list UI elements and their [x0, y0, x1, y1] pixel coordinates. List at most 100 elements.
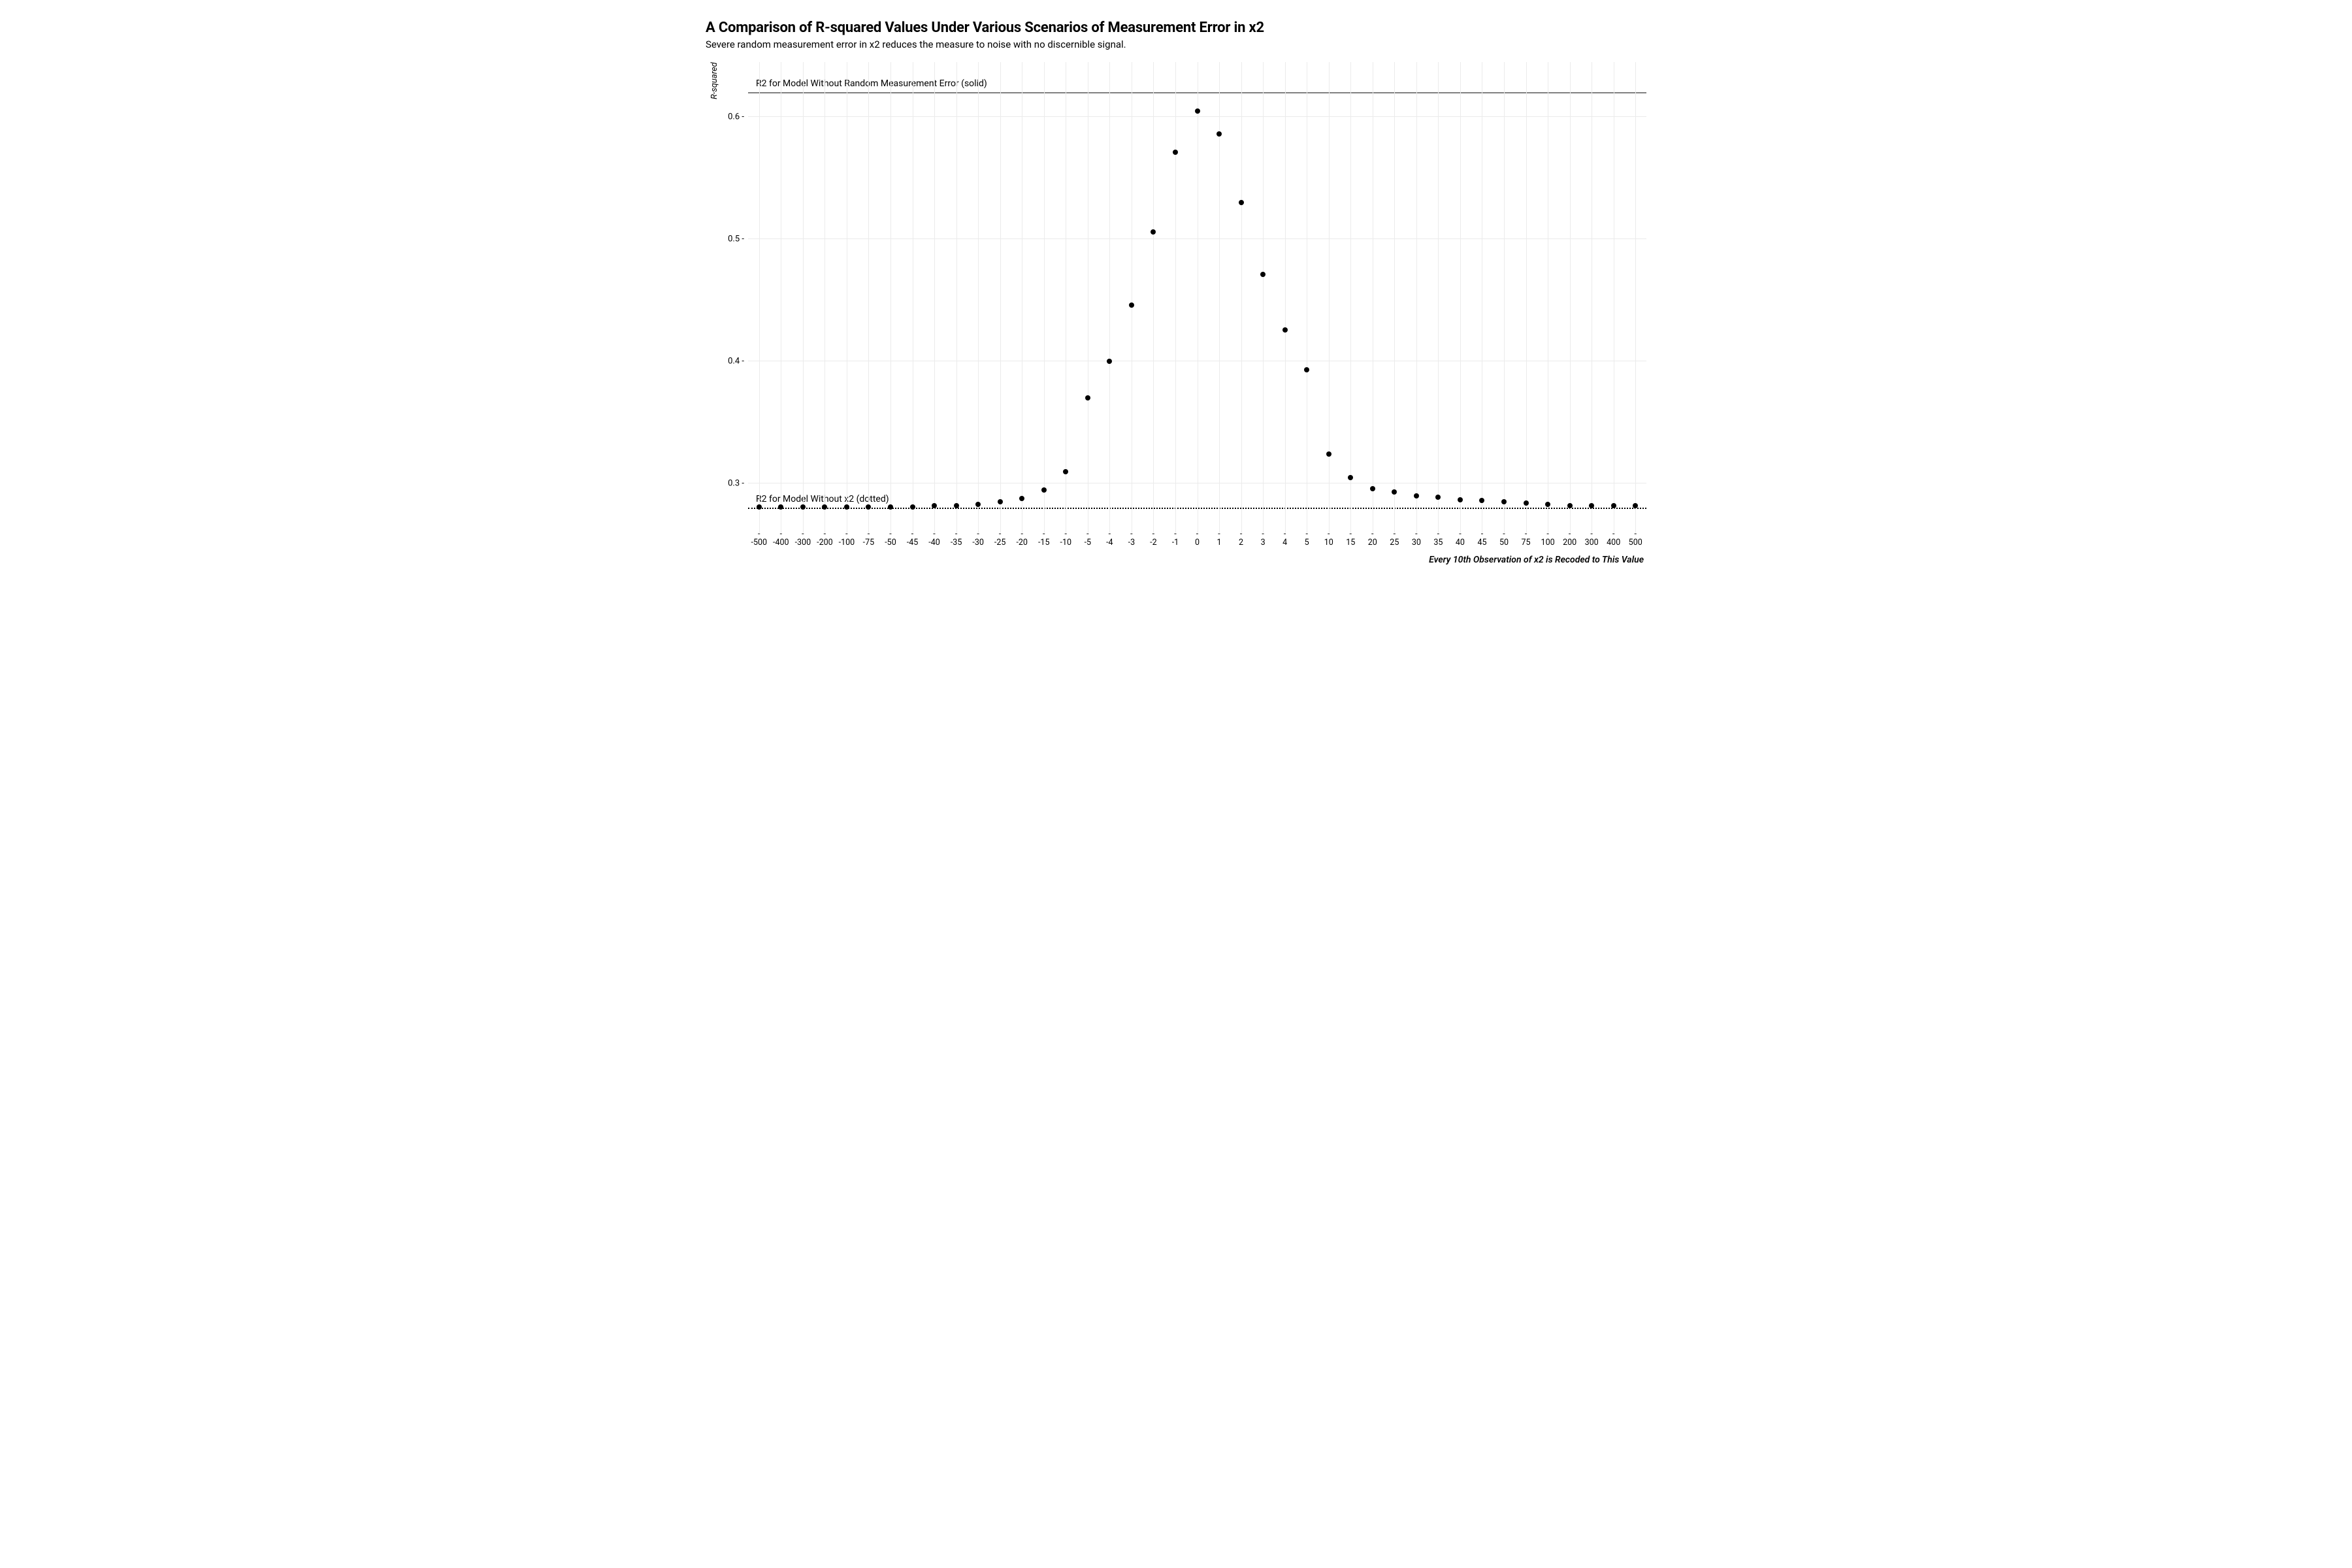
x-tick-label: -10: [1060, 532, 1072, 547]
x-tick-label: -4: [1106, 532, 1113, 547]
data-point: [757, 504, 762, 510]
x-tick-label: -45: [907, 532, 919, 547]
x-tick-label: -300: [795, 532, 811, 547]
x-tick-label: -30: [972, 532, 984, 547]
gridline-vertical: [1526, 62, 1527, 532]
data-point: [932, 503, 937, 508]
data-point: [1260, 272, 1266, 277]
x-tick-label: 30: [1412, 532, 1421, 547]
data-point: [1326, 451, 1331, 457]
gridline-vertical: [1438, 62, 1439, 532]
gridline-vertical: [1285, 62, 1286, 532]
x-tick-label: -200: [817, 532, 833, 547]
data-point: [1129, 302, 1134, 308]
data-point: [1085, 395, 1090, 400]
x-tick-label: -20: [1016, 532, 1028, 547]
gridline-vertical: [1175, 62, 1176, 532]
data-point: [1239, 200, 1244, 205]
x-tick-label: 20: [1368, 532, 1377, 547]
y-tick-label: 0.5: [728, 235, 744, 244]
x-tick-label: -5: [1085, 532, 1091, 547]
y-tick-label: 0.6: [728, 112, 744, 122]
x-tick-label: 2: [1239, 532, 1243, 547]
data-point: [1414, 493, 1419, 498]
x-tick-label: -40: [928, 532, 940, 547]
x-tick-label: 45: [1477, 532, 1486, 547]
y-tick-label: 0.3: [728, 479, 744, 489]
chart-subtitle: Severe random measurement error in x2 re…: [706, 39, 1646, 50]
gridline-vertical: [890, 62, 891, 532]
gridline-horizontal: [748, 116, 1646, 117]
x-tick-label: 75: [1522, 532, 1531, 547]
gridline-vertical: [978, 62, 979, 532]
data-point: [800, 504, 806, 510]
x-tick-label: -400: [773, 532, 789, 547]
x-tick-label: 200: [1563, 532, 1576, 547]
data-point: [1633, 503, 1638, 508]
gridline-vertical: [1329, 62, 1330, 532]
y-tick-label: 0.4: [728, 357, 744, 367]
chart-title: A Comparison of R-squared Values Under V…: [706, 20, 1646, 36]
x-tick-label: 15: [1346, 532, 1355, 547]
x-tick-label: 100: [1541, 532, 1555, 547]
x-tick-label: -15: [1038, 532, 1050, 547]
x-tick-label: 50: [1499, 532, 1509, 547]
data-point: [1589, 503, 1594, 508]
gridline-horizontal: [748, 238, 1646, 239]
data-point: [1304, 367, 1309, 372]
data-point: [1567, 503, 1573, 508]
gridline-vertical: [1504, 62, 1505, 532]
data-point: [1173, 150, 1178, 155]
data-point: [975, 502, 981, 507]
gridline-vertical: [1394, 62, 1395, 532]
data-point: [1041, 487, 1047, 493]
data-point: [1611, 503, 1616, 508]
gridline-vertical: [956, 62, 957, 532]
x-tick-label: 10: [1324, 532, 1333, 547]
data-point: [866, 504, 871, 510]
gridline-vertical: [1350, 62, 1351, 532]
x-tick-label: -100: [839, 532, 855, 547]
gridline-vertical: [1109, 62, 1110, 532]
x-tick-label: -75: [863, 532, 875, 547]
data-point: [1217, 131, 1222, 137]
data-point: [954, 503, 959, 508]
data-point: [1195, 108, 1200, 114]
x-tick-label: 300: [1585, 532, 1599, 547]
gridline-vertical: [1416, 62, 1417, 532]
data-point: [1435, 495, 1441, 500]
gridline-vertical: [1263, 62, 1264, 532]
x-tick-label: 0: [1195, 532, 1200, 547]
x-tick-label: -2: [1150, 532, 1156, 547]
data-point: [1282, 327, 1288, 333]
data-point: [1063, 469, 1068, 474]
data-point: [1524, 500, 1529, 506]
data-point: [1370, 486, 1375, 491]
y-axis-title: R-squared: [706, 62, 719, 565]
x-axis-ticks: -500-400-300-200-100-75-50-45-40-35-30-2…: [748, 532, 1646, 548]
x-tick-label: -35: [951, 532, 962, 547]
y-axis-ticks: 0.3 0.4 0.5 0.6: [719, 62, 748, 532]
data-point: [822, 504, 827, 510]
x-tick-label: 5: [1305, 532, 1309, 547]
data-point: [998, 499, 1003, 504]
x-tick-label: 400: [1607, 532, 1620, 547]
data-point: [1479, 498, 1484, 503]
data-point: [1348, 475, 1353, 480]
gridline-vertical: [1153, 62, 1154, 532]
data-point: [1107, 359, 1112, 364]
x-tick-label: -50: [885, 532, 896, 547]
data-point: [844, 504, 849, 510]
x-tick-label: -500: [751, 532, 768, 547]
gridline-vertical: [1570, 62, 1571, 532]
data-point: [1501, 499, 1507, 504]
data-point: [778, 504, 783, 510]
x-tick-label: 4: [1282, 532, 1287, 547]
data-point: [1019, 496, 1024, 501]
x-tick-label: -3: [1128, 532, 1135, 547]
annotation-solid: R2 for Model Without Random Measurement …: [756, 78, 987, 89]
x-tick-label: -1: [1172, 532, 1179, 547]
gridline-vertical: [1635, 62, 1636, 532]
gridline-vertical: [1000, 62, 1001, 532]
gridline-vertical: [803, 62, 804, 532]
